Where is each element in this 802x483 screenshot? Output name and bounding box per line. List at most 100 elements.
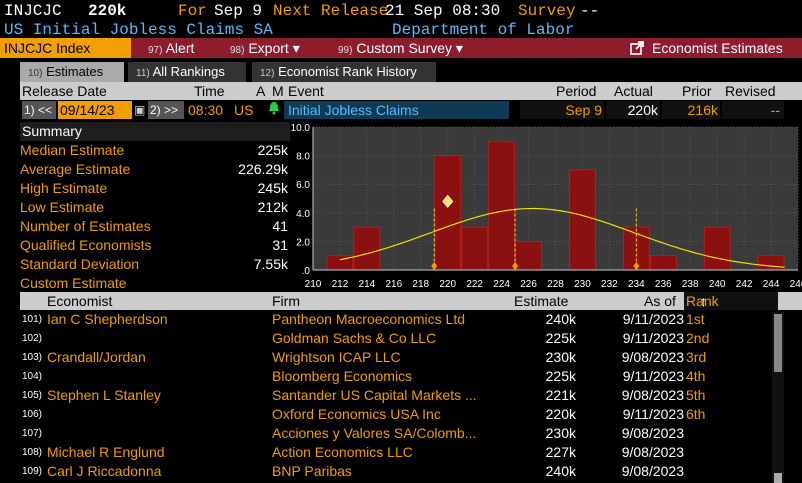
- scrollbar-thumb[interactable]: [774, 314, 782, 372]
- x-tick-label: 212: [332, 279, 349, 290]
- table-row[interactable]: 106) Oxford Economics USA Inc 220k 9/11/202…: [20, 405, 780, 424]
- firm-name[interactable]: Action Economics LLC: [272, 444, 413, 460]
- estimate-marker-diamond: [512, 262, 519, 270]
- release-prior: 216k: [662, 101, 720, 119]
- col-time: Time: [194, 83, 225, 99]
- x-tick-label: 244: [763, 279, 780, 290]
- estimate-value: 230k: [545, 349, 576, 365]
- firm-name[interactable]: Bloomberg Economics: [272, 368, 413, 384]
- alert-menu[interactable]: 97) Alert: [148, 40, 195, 56]
- table-row[interactable]: 102) Goldman Sachs & Co LLC 225k 9/11/2023 2…: [20, 329, 780, 348]
- summary-row: Median Estimate 225k: [20, 142, 288, 158]
- economist-estimates-link[interactable]: Economist Estimates: [630, 38, 783, 58]
- x-tick-label: 218: [412, 279, 429, 290]
- as-of-date: 9/11/2023: [622, 330, 684, 346]
- next-release-button[interactable]: 2) >>: [148, 101, 184, 119]
- release-country: US: [234, 102, 254, 118]
- as-of-date: 9/08/2023: [621, 444, 684, 460]
- row-number: 105): [22, 390, 43, 401]
- y-tick-label: .0: [302, 266, 311, 277]
- table-row[interactable]: 108) Michael R Englund Action Economics LL…: [20, 443, 780, 462]
- rank-value: 5th: [686, 387, 706, 403]
- x-tick-label: 214: [359, 279, 376, 290]
- estimate-value: 225k: [545, 368, 576, 384]
- economist-name[interactable]: Carl J Riccadonna: [47, 463, 162, 479]
- summary-row: Low Estimate 212k: [20, 199, 288, 215]
- economist-name[interactable]: Michael R Englund: [47, 444, 165, 460]
- y-tick-label: 8.0: [296, 152, 310, 163]
- firm-name[interactable]: Wrightson ICAP LLC: [272, 349, 401, 365]
- table-row[interactable]: 109) Carl J Riccadonna BNP Paribas 240k 9/08…: [20, 462, 780, 481]
- row-number: 104): [22, 371, 43, 382]
- tab-all-rankings[interactable]: 11) All Rankings: [128, 62, 246, 82]
- col-rank[interactable]: Rank ↑: [684, 292, 778, 310]
- calendar-icon[interactable]: ▣: [134, 103, 146, 117]
- x-tick-label: 220: [439, 279, 456, 290]
- normal-distribution-curve: [339, 207, 785, 268]
- col-prior: Prior: [682, 83, 712, 99]
- col-revised: Revised: [725, 83, 776, 99]
- x-tick-label: 242: [736, 279, 753, 290]
- row-number: 108): [22, 447, 43, 458]
- table-row[interactable]: 107) Acciones y Valores SA/Colomb... 230k 9…: [20, 424, 780, 443]
- release-date-input[interactable]: 09/14/23: [58, 101, 132, 119]
- rank-value: 6th: [686, 406, 706, 422]
- as-of-date: 9/08/2023: [621, 387, 684, 403]
- row-number: 103): [22, 352, 43, 363]
- as-of-date: 9/11/2023: [622, 368, 684, 384]
- col-event: Event: [288, 83, 324, 99]
- histogram-bar: [515, 241, 542, 271]
- index-tab[interactable]: INJCJC Index: [0, 38, 131, 58]
- x-tick-label: 210: [305, 279, 322, 290]
- as-of-date: 9/11/2023: [622, 406, 684, 422]
- firm-name[interactable]: Goldman Sachs & Co LLC: [272, 330, 437, 346]
- event-name[interactable]: Initial Jobless Claims: [284, 101, 509, 119]
- export-menu[interactable]: 98) Export ▾: [230, 40, 300, 56]
- table-scrollbar[interactable]: [772, 312, 784, 483]
- security-subtitle: US Initial Jobless Claims SA Department …: [0, 20, 802, 40]
- firm-name[interactable]: BNP Paribas: [272, 463, 352, 479]
- rank-value: 1st: [686, 311, 705, 327]
- col-period: Period: [556, 83, 597, 99]
- economist-name[interactable]: Crandall/Jordan: [47, 349, 146, 365]
- economist-name[interactable]: Ian C Shepherdson: [47, 311, 168, 327]
- sort-ascending-icon: ↑: [700, 293, 707, 309]
- table-row[interactable]: 105) Stephen L Stanley Santander US Capita…: [20, 386, 780, 405]
- release-row: 1) << 09/14/23 ▣ 2) >> 08:30 US Initial …: [20, 100, 802, 120]
- table-row[interactable]: 104) Bloomberg Economics 225k 9/11/2023 4th: [20, 367, 780, 386]
- row-number: 102): [22, 333, 43, 344]
- table-row[interactable]: 103) Crandall/Jordan Wrightson ICAP LLC 230…: [20, 348, 780, 367]
- firm-name[interactable]: Acciones y Valores SA/Colomb...: [272, 425, 477, 441]
- bell-alert-icon[interactable]: [268, 101, 282, 119]
- release-period: Sep 9: [520, 101, 604, 119]
- estimate-value: 240k: [545, 311, 576, 327]
- tab-economist-rank-history[interactable]: 12) Economist Rank History: [252, 62, 436, 82]
- col-economist[interactable]: Economist: [47, 293, 113, 309]
- col-as-of[interactable]: As of: [644, 293, 676, 309]
- tab-estimates[interactable]: 10) Estimates: [20, 62, 124, 82]
- x-tick-label: 236: [655, 279, 672, 290]
- col-actual: Actual: [614, 83, 653, 99]
- col-firm[interactable]: Firm: [272, 293, 300, 309]
- firm-name[interactable]: Pantheon Macroeconomics Ltd: [272, 311, 465, 327]
- col-estimate[interactable]: Estimate: [514, 293, 569, 309]
- estimate-value: 221k: [545, 387, 576, 403]
- y-tick-label: 10.0: [291, 123, 311, 134]
- summary-row: High Estimate 245k: [20, 180, 288, 196]
- survey-label: Survey: [518, 2, 576, 20]
- histogram-bar: [703, 226, 731, 271]
- summary-row[interactable]: Custom Estimate: [20, 275, 127, 291]
- custom-survey-menu[interactable]: 99) Custom Survey ▾: [338, 40, 463, 56]
- economist-name[interactable]: Stephen L Stanley: [47, 387, 161, 403]
- summary-row: Number of Estimates 41: [20, 218, 288, 234]
- release-time: 08:30: [188, 102, 224, 118]
- rank-value: 2nd: [686, 330, 710, 346]
- prev-release-button[interactable]: 1) <<: [22, 101, 56, 119]
- firm-name[interactable]: Santander US Capital Markets ...: [272, 387, 477, 403]
- scrollbar-down-arrow[interactable]: [774, 473, 782, 483]
- function-menu-bar: INJCJC Index 97) Alert 98) Export ▾ 99) …: [0, 38, 802, 58]
- table-row[interactable]: 101) Ian C Shepherdson Pantheon Macroecono…: [20, 310, 780, 329]
- firm-name[interactable]: Oxford Economics USA Inc: [272, 406, 441, 422]
- row-number: 106): [22, 409, 43, 420]
- security-description: US Initial Jobless Claims SA: [4, 21, 273, 39]
